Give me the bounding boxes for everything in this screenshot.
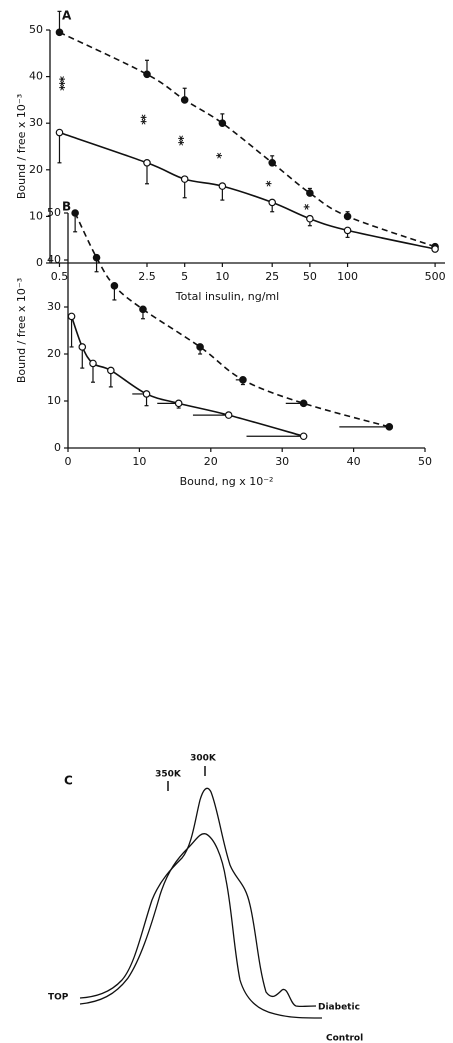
y-tick-label: 50: [47, 206, 61, 219]
data-point: [224, 411, 233, 419]
fit-line: [59, 31, 436, 248]
data-point: [55, 128, 64, 137]
data-point: [343, 212, 352, 221]
x-tick-label: 0: [65, 455, 72, 468]
data-point: [268, 159, 276, 167]
x-tick-label: 30: [275, 455, 289, 468]
y-tick-label: 10: [47, 394, 61, 407]
y-tick-label: 50: [29, 23, 43, 36]
y-tick-label: 0: [54, 441, 61, 454]
data-point: [92, 253, 101, 262]
panel-label: B: [62, 200, 71, 214]
data-point: [139, 305, 147, 314]
fit-line: [59, 131, 436, 250]
x-tick-label: 0.5: [51, 270, 69, 283]
panel-label: A: [62, 9, 72, 23]
data-point: [196, 343, 204, 351]
x-tick-label: 500: [425, 270, 446, 283]
data-point: [78, 343, 87, 351]
data-point: [218, 119, 227, 128]
significance: **: [172, 135, 186, 146]
x-axis-label: Total insulin, ng/ml: [175, 290, 279, 303]
data-point: [89, 359, 97, 368]
data-point: [67, 312, 76, 321]
significance: *: [210, 153, 224, 160]
data-point: [385, 423, 394, 431]
significance: ***: [53, 76, 67, 92]
data-point: [143, 159, 151, 167]
data-point: [306, 214, 314, 223]
data-point: [239, 376, 247, 384]
y-axis-label: Bound / free x 10⁻³: [15, 278, 28, 383]
significance: *: [297, 204, 311, 211]
y-tick-label: 30: [29, 116, 43, 129]
y-tick-label: 20: [29, 163, 43, 176]
x-tick-label: 5: [181, 270, 188, 283]
y-tick-label: 40: [29, 70, 43, 83]
x-tick-label: 100: [337, 270, 358, 283]
data-point: [180, 175, 189, 183]
data-point: [107, 366, 115, 375]
fit-line: [74, 212, 390, 428]
curve-label: Control: [326, 1034, 363, 1043]
x-tick-label: 10: [215, 270, 229, 283]
start-label: TOP: [48, 993, 69, 1003]
data-point: [142, 390, 151, 398]
y-tick-label: 10: [29, 209, 43, 222]
data-point: [174, 399, 183, 408]
x-tick-label: 50: [418, 455, 432, 468]
data-point: [55, 28, 64, 37]
x-tick-label: 20: [204, 455, 218, 468]
marker-label: 350K: [155, 770, 182, 780]
profile-curve: [79, 833, 323, 1019]
marker-label: 300K: [190, 754, 217, 764]
y-tick-label: 20: [47, 347, 61, 360]
panel-label: C: [64, 774, 73, 788]
profile-curve: [79, 787, 317, 1008]
x-tick-label: 50: [303, 270, 317, 283]
data-point: [268, 198, 276, 207]
data-point: [71, 209, 79, 217]
data-point: [110, 282, 119, 290]
data-point: [343, 226, 352, 235]
data-point: [299, 399, 308, 408]
significance: *: [260, 180, 274, 187]
x-axis-label: Bound, ng x 10⁻²: [180, 475, 274, 488]
data-point: [306, 189, 314, 197]
y-tick-label: 30: [47, 300, 61, 313]
curve-label: Diabetic: [318, 1003, 360, 1013]
data-point: [431, 245, 439, 253]
y-tick-label: 0: [36, 256, 43, 269]
data-point: [218, 182, 227, 190]
data-point: [180, 96, 189, 104]
y-axis-label: Bound / free x 10⁻³: [15, 94, 28, 199]
significance: **: [134, 114, 148, 125]
fit-line: [70, 316, 304, 438]
x-tick-label: 2.5: [138, 270, 156, 283]
x-tick-label: 25: [265, 270, 279, 283]
data-point: [299, 432, 308, 441]
x-tick-label: 10: [132, 455, 146, 468]
x-tick-label: 40: [347, 455, 361, 468]
data-point: [143, 70, 151, 79]
y-tick-label: 40: [47, 253, 61, 266]
